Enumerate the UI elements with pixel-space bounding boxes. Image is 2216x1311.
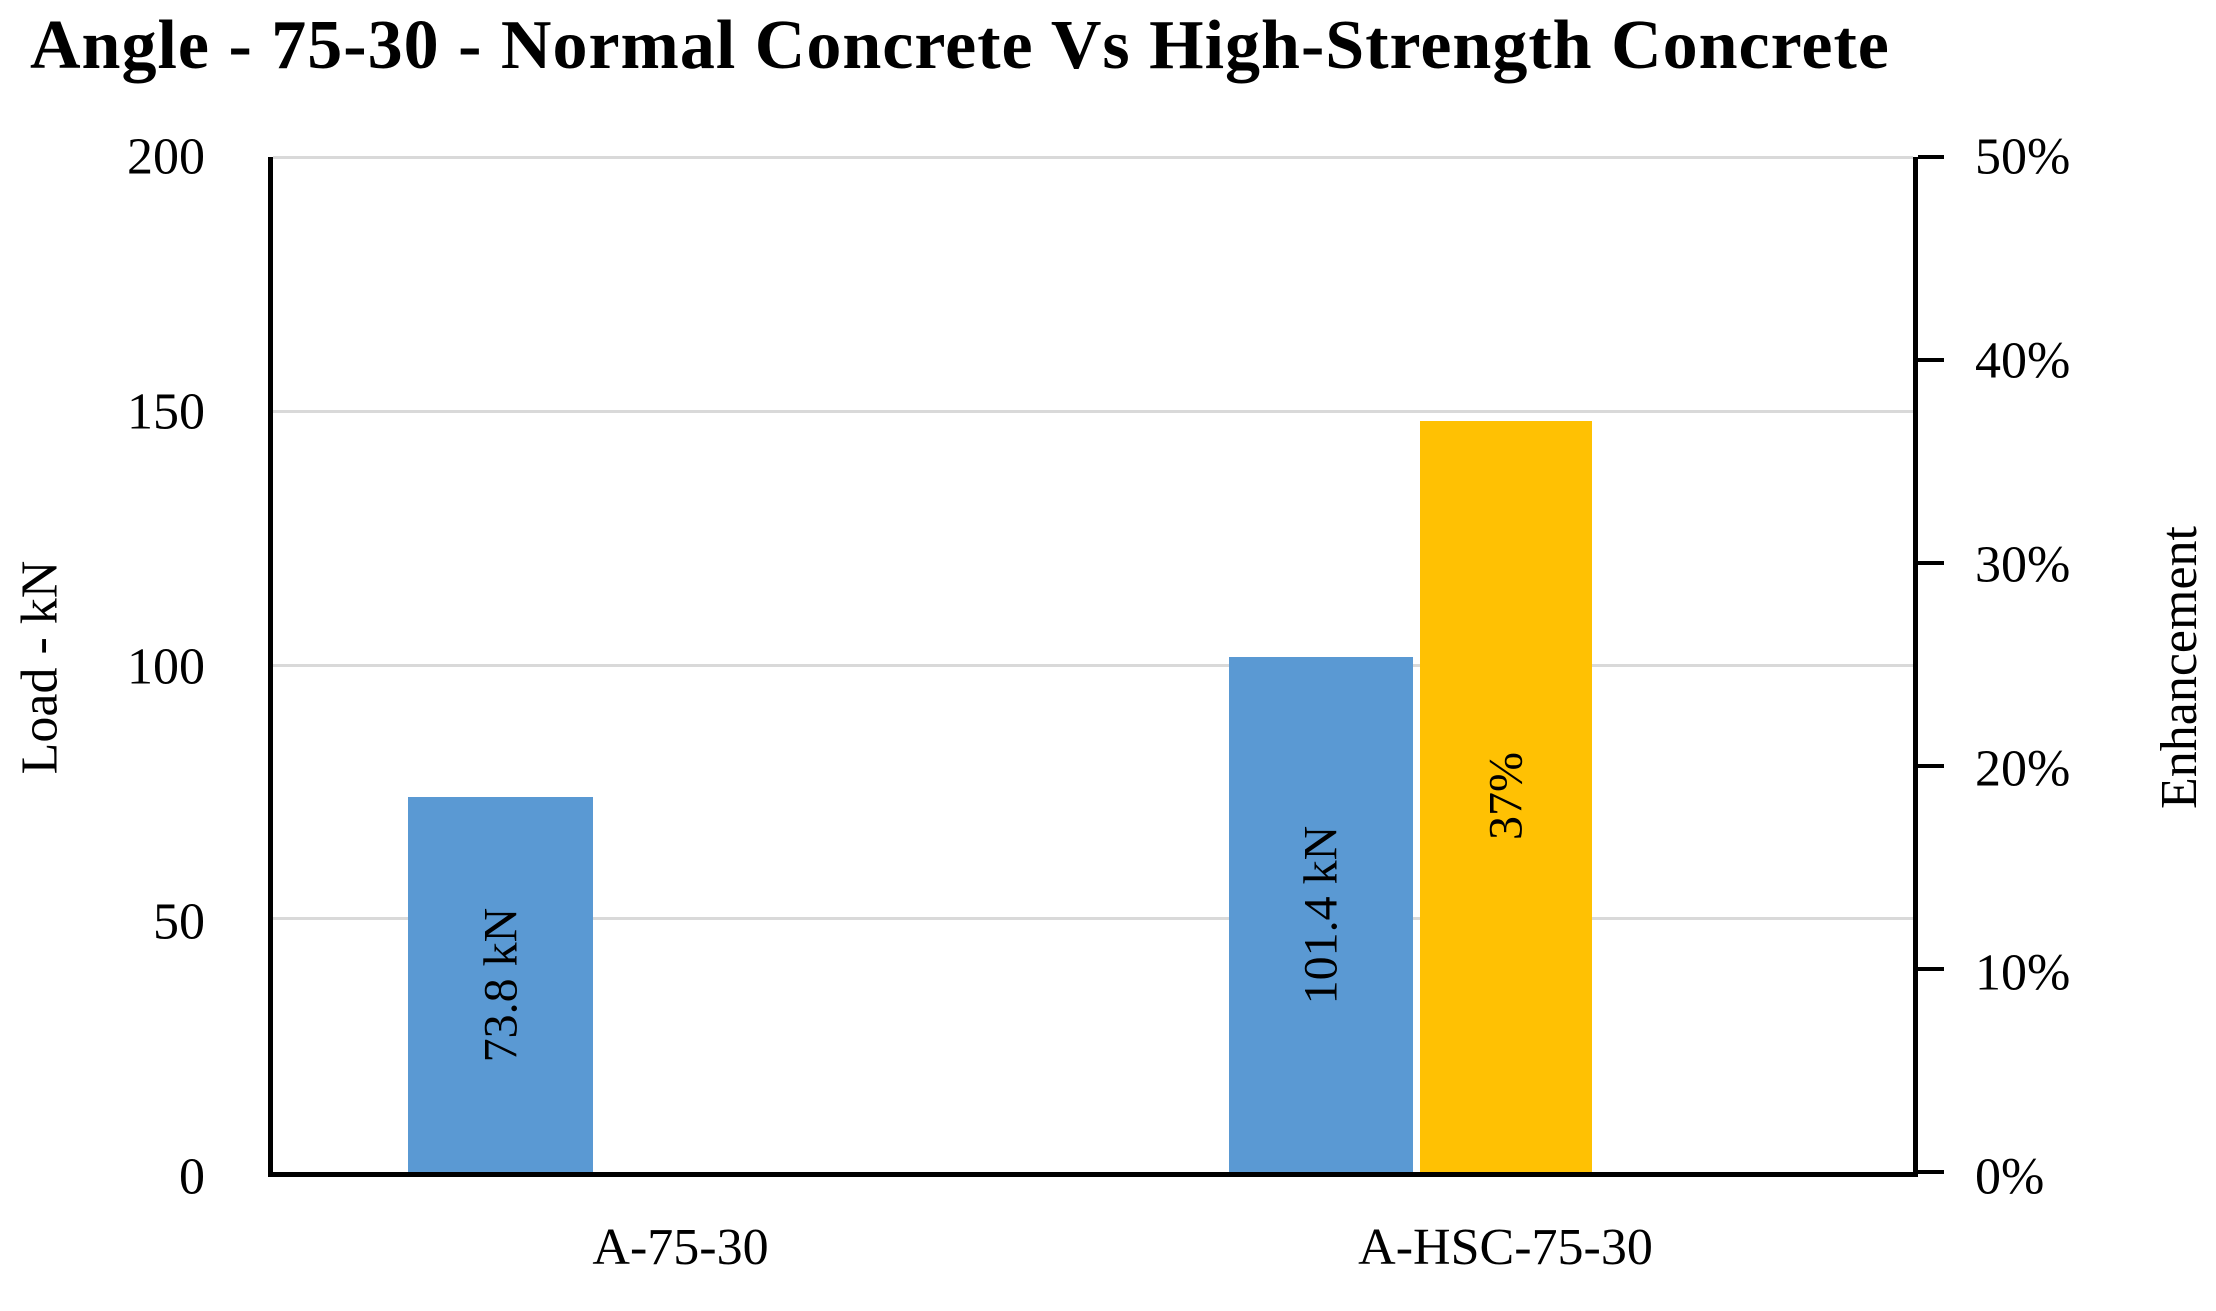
gridline-200 <box>273 156 1913 159</box>
left-tick-label-150: 150 <box>127 383 205 441</box>
left-tick-label-50: 50 <box>153 893 205 951</box>
gridline-100 <box>273 663 1913 667</box>
right-tick-label-20pct: 20% <box>1975 740 2071 798</box>
left-tick-label-200: 200 <box>127 128 205 186</box>
right-axis-tick <box>1918 764 1944 768</box>
right-axis-tick <box>1918 1170 1944 1174</box>
right-axis-tick-labels: 50% 40% 30% 20% 10% 0% <box>1975 129 2195 1206</box>
bar-enhancement-a-hsc-75-30: 37% <box>1420 420 1592 1172</box>
right-tick-label-40pct: 40% <box>1975 332 2071 390</box>
bar-value-label: 101.4 kN <box>1294 825 1348 1005</box>
right-tick-label-30pct: 30% <box>1975 536 2071 594</box>
gridline-150 <box>273 409 1913 413</box>
bar-value-label: 37% <box>1479 752 1533 841</box>
right-axis-tick <box>1918 967 1944 971</box>
chart-title: Angle - 75-30 - Normal Concrete Vs High-… <box>30 7 1890 84</box>
category-label-a-hsc-75-30: A-HSC-75-30 <box>1358 1219 1653 1276</box>
right-axis-tick <box>1918 155 1944 159</box>
bar-load-a-75-30: 73.8 kN <box>408 797 593 1172</box>
right-tick-label-50pct: 50% <box>1975 128 2071 186</box>
left-tick-label-0: 0 <box>179 1148 205 1206</box>
right-axis-tick <box>1918 358 1944 362</box>
bar-load-a-hsc-75-30: 101.4 kN <box>1229 657 1413 1172</box>
left-axis-tick-labels: 200 150 100 50 0 <box>0 129 205 1206</box>
right-axis-tick <box>1918 561 1944 565</box>
bar-value-label: 73.8 kN <box>474 907 527 1063</box>
category-axis-labels: A-75-30 A-HSC-75-30 <box>268 1218 1918 1298</box>
category-label-a-75-30: A-75-30 <box>592 1219 769 1276</box>
right-tick-label-10pct: 10% <box>1975 944 2071 1002</box>
gridline-50 <box>273 917 1913 921</box>
left-tick-label-100: 100 <box>127 638 205 696</box>
right-tick-label-0pct: 0% <box>1975 1148 2045 1206</box>
plot-area: 73.8 kN 101.4 kN 37% <box>268 155 1944 1177</box>
